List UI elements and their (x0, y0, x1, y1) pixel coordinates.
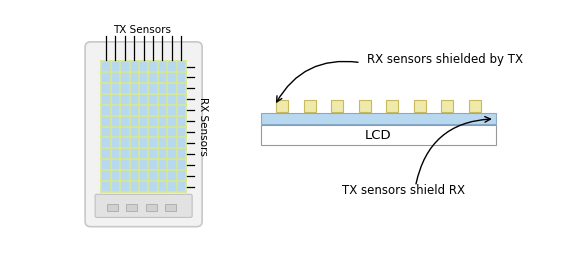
Bar (101, 61, 186, 192)
Bar (146, 204, 157, 211)
Bar (165, 204, 176, 211)
Text: LCD: LCD (365, 128, 392, 141)
Bar (441, 100, 454, 112)
Bar (469, 100, 481, 112)
Text: RX sensors shielded by TX: RX sensors shielded by TX (367, 53, 523, 66)
Bar (386, 100, 398, 112)
Text: TX Sensors: TX Sensors (113, 25, 171, 35)
Bar (261, 113, 496, 124)
Bar (107, 204, 118, 211)
Bar (126, 204, 136, 211)
Bar (331, 100, 343, 112)
Bar (413, 100, 426, 112)
FancyBboxPatch shape (85, 42, 202, 227)
Text: RX Sensors: RX Sensors (198, 97, 208, 156)
Bar (304, 100, 316, 112)
Bar (261, 125, 496, 145)
Bar (276, 100, 289, 112)
Bar (359, 100, 371, 112)
FancyBboxPatch shape (95, 194, 192, 217)
Text: TX sensors shield RX: TX sensors shield RX (342, 184, 465, 197)
